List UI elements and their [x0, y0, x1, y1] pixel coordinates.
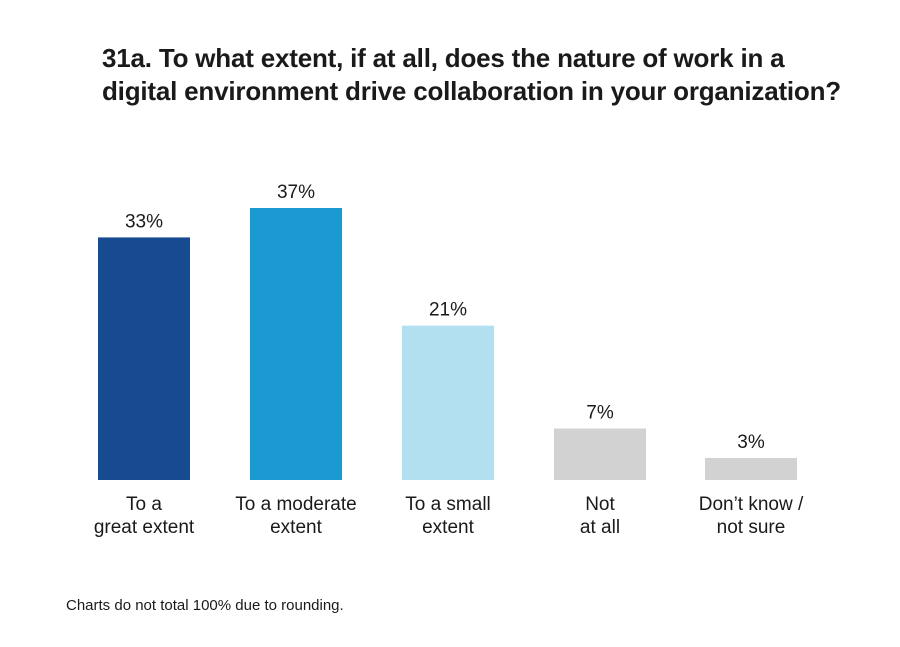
bar-value-label: 37% [277, 182, 315, 203]
bar-4 [705, 457, 797, 480]
bar-value-label: 7% [586, 403, 614, 424]
chart-title: 31a. To what extent, if at all, does the… [102, 43, 841, 106]
bar-2 [402, 325, 494, 480]
bar-3 [554, 428, 646, 480]
bar-1 [250, 208, 342, 480]
category-label: extent [422, 517, 474, 538]
category-label: To a [126, 494, 162, 515]
category-label: Not [585, 494, 615, 515]
bar-0 [98, 237, 190, 480]
category-label: extent [270, 517, 322, 538]
bar-value-label: 21% [429, 300, 467, 321]
category-label: at all [580, 517, 620, 538]
category-label: not sure [717, 517, 786, 538]
bar-value-label: 3% [737, 432, 765, 453]
category-label: Don’t know / [699, 494, 804, 515]
category-label: great extent [94, 517, 195, 538]
category-label: To a small [405, 494, 491, 515]
bar-value-label: 33% [125, 211, 163, 232]
category-label: To a moderate [235, 494, 356, 515]
footnote: Charts do not total 100% due to rounding… [66, 597, 344, 614]
